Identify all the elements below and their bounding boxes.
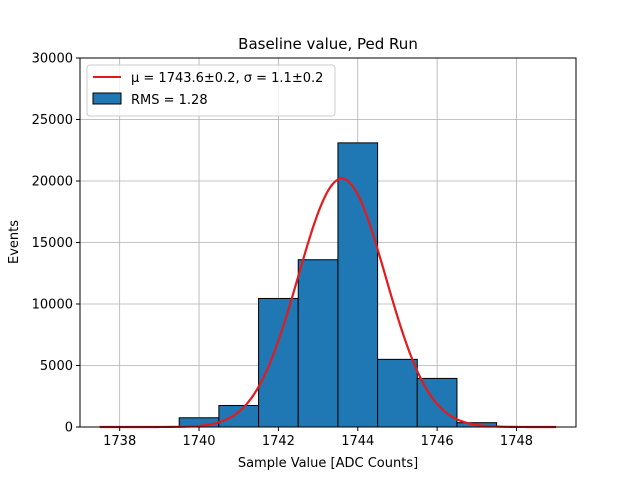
- x-tick-label: 1748: [500, 434, 533, 449]
- axis-ticks: 1738 1740 1742 1744 1746 1748 0 5000 10000 15000 2…: [32, 52, 533, 450]
- histogram-bar: [218, 404, 260, 428]
- x-tick-label: 1740: [182, 434, 215, 449]
- chart-title: Baseline value, Ped Run: [238, 35, 418, 53]
- legend-histogram-swatch: [92, 92, 122, 105]
- y-tick-label: 5000: [40, 359, 73, 374]
- y-tick-label: 0: [65, 421, 73, 436]
- legend: μ = 1743.6±0.2, σ = 1.1±0.2 RMS = 1.28: [86, 64, 336, 117]
- y-tick-label: 15000: [32, 236, 73, 251]
- histogram-bar: [258, 297, 299, 428]
- y-tick-label: 30000: [32, 52, 73, 67]
- histogram-bar: [377, 358, 418, 428]
- x-axis-label: Sample Value [ADC Counts]: [238, 456, 418, 471]
- y-tick-label: 10000: [32, 298, 73, 313]
- histogram-bars: [99, 142, 537, 428]
- legend-fit-label: μ = 1743.6±0.2, σ = 1.1±0.2: [131, 71, 323, 86]
- legend-box: [86, 64, 336, 117]
- y-tick-label: 20000: [32, 175, 73, 190]
- histogram-bar: [337, 142, 379, 428]
- histogram-bar: [297, 259, 339, 428]
- x-tick-label: 1742: [262, 434, 295, 449]
- x-tick-label: 1738: [103, 434, 136, 449]
- y-tick-label: 25000: [32, 113, 73, 128]
- x-tick-label: 1746: [421, 434, 454, 449]
- y-axis-label: Events: [7, 220, 22, 264]
- grid: [80, 57, 576, 428]
- legend-histogram-label: RMS = 1.28: [131, 93, 208, 108]
- x-tick-label: 1744: [341, 434, 374, 449]
